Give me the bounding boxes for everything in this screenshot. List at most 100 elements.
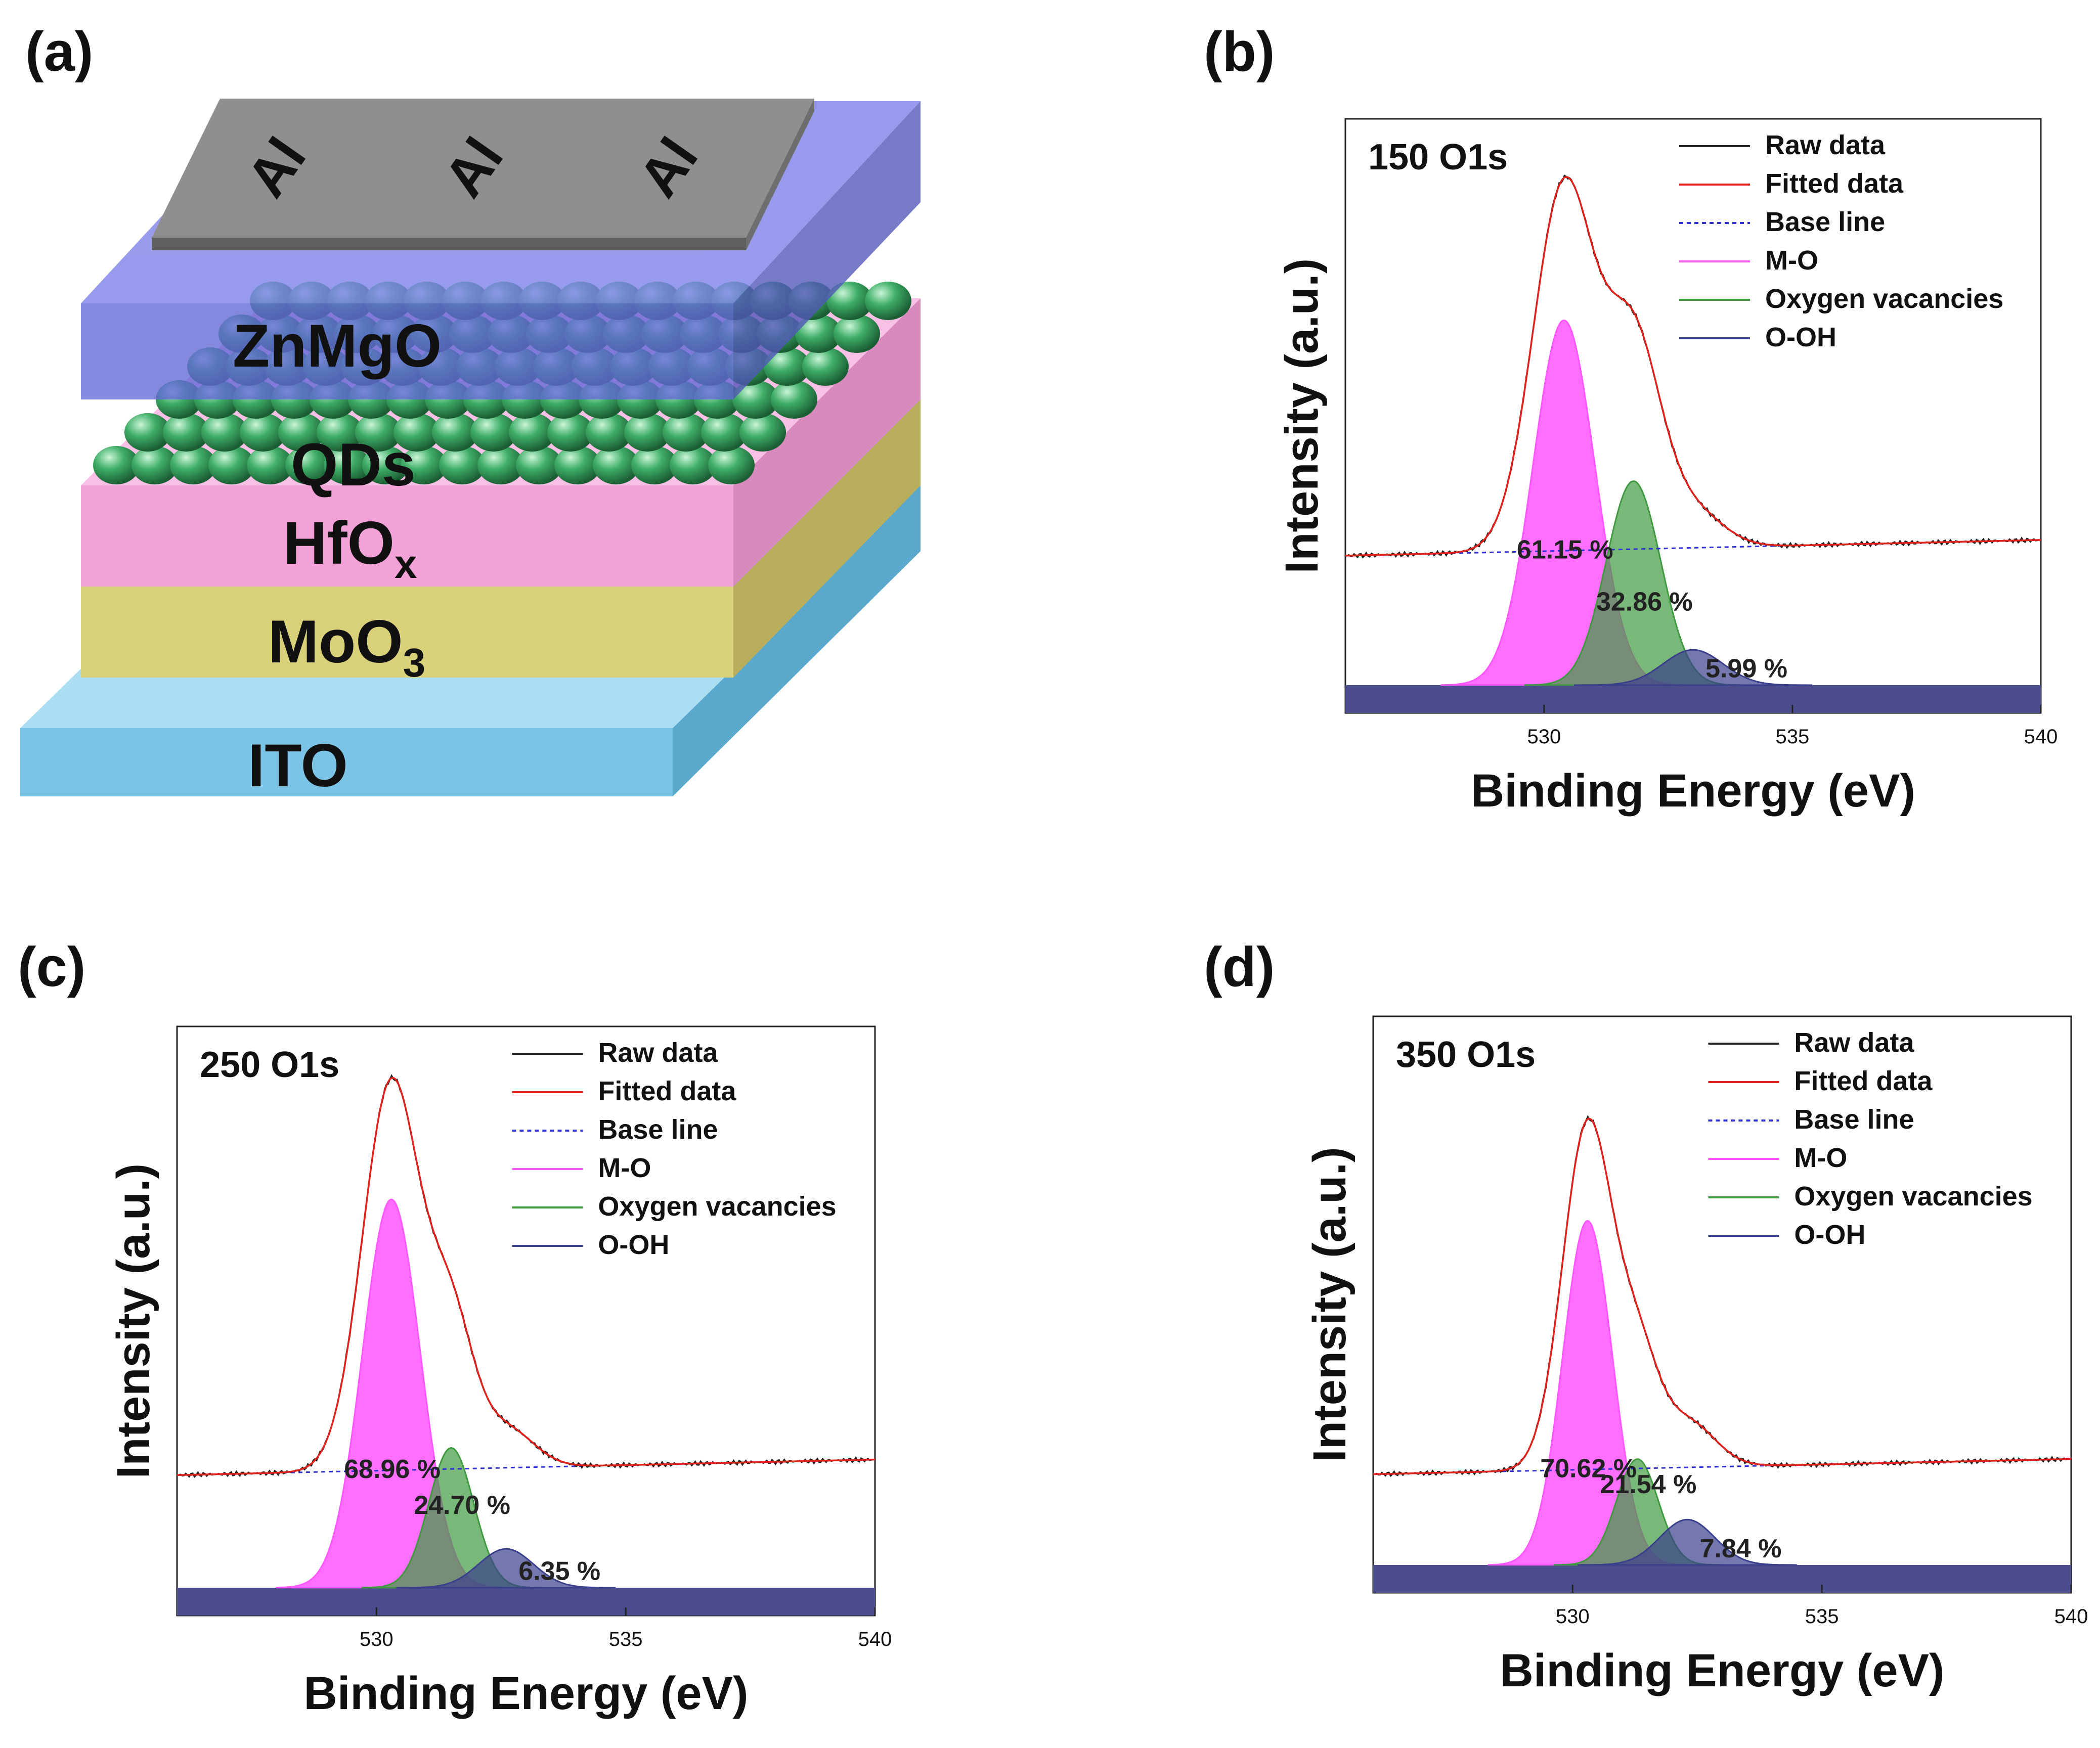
- hfox-main: HfO: [283, 509, 395, 577]
- y-axis-title: Intensity (a.u.): [1304, 1147, 1355, 1462]
- fitted-data-line: [1373, 1117, 2071, 1475]
- x-tick-label: 530: [1527, 726, 1561, 748]
- qd-sphere: [670, 446, 716, 484]
- qd-sphere: [324, 446, 370, 484]
- qd-sphere: [593, 446, 639, 484]
- legend-label: M-O: [1765, 245, 1818, 276]
- x-axis-title: Binding Energy (eV): [1471, 765, 1915, 817]
- chart-title: 150 O1s: [1368, 137, 1508, 177]
- moo3-subscript: 3: [403, 640, 426, 685]
- legend-label: Raw data: [1765, 130, 1886, 160]
- panel-label-d: (d): [1204, 936, 1275, 998]
- x-tick-label: 535: [1805, 1605, 1839, 1628]
- qd-sphere: [201, 413, 248, 452]
- qd-sphere: [163, 413, 209, 452]
- peak-percent-label: 68.96 %: [344, 1455, 441, 1484]
- legend-label: Fitted data: [598, 1076, 736, 1106]
- qd-sphere: [764, 347, 810, 386]
- plot-frame: [1372, 1015, 2072, 1594]
- panel-label-b: (b): [1204, 21, 1275, 83]
- plot-frame: [176, 1025, 876, 1617]
- qd-sphere: [477, 446, 524, 484]
- qd-sphere: [393, 413, 440, 452]
- qd-sphere: [124, 413, 171, 452]
- qd-sphere: [771, 380, 817, 419]
- panel-label-a: (a): [25, 21, 93, 83]
- qd-sphere: [516, 446, 562, 484]
- layer-label-qds: QDs: [291, 431, 416, 499]
- peak-percent-label: 7.84 %: [1700, 1534, 1782, 1563]
- legend-label: Base line: [1765, 207, 1885, 237]
- legend-label: M-O: [1794, 1143, 1847, 1173]
- plot-frame: [1344, 118, 2042, 714]
- hfox-subscript: x: [395, 542, 417, 587]
- qd-sphere: [240, 413, 286, 452]
- qd-sphere: [865, 282, 911, 320]
- qd-sphere: [554, 446, 601, 484]
- qd-sphere: [834, 315, 880, 353]
- y-axis-title: Intensity (a.u.): [1276, 258, 1328, 574]
- legend-label: Fitted data: [1794, 1066, 1933, 1096]
- legend-label: O-OH: [598, 1230, 669, 1260]
- x-tick-label: 540: [2054, 1605, 2088, 1628]
- qd-sphere: [362, 446, 409, 484]
- legend-label: M-O: [598, 1153, 651, 1183]
- raw-data-line: [1373, 1115, 2072, 1477]
- x-tick-label: 530: [1556, 1605, 1590, 1628]
- al-electrode-3: Al: [544, 99, 814, 250]
- xps-chart-150: 530 535 540 Binding Energy (eV) Intensity (a…: [1276, 118, 2058, 817]
- device-stack-diagram: ITO MoO3 HfOx QDs ZnMgO: [20, 99, 921, 799]
- x-axis-title: Binding Energy (eV): [1500, 1645, 1944, 1696]
- qd-sphere: [663, 413, 709, 452]
- qd-sphere: [708, 446, 755, 484]
- qd-sphere: [624, 413, 671, 452]
- qd-sphere: [509, 413, 555, 452]
- qd-sphere: [208, 446, 255, 484]
- legend-label: Fitted data: [1765, 168, 1904, 199]
- raw-data-line: [1345, 174, 2041, 559]
- baseline-line: [177, 1459, 876, 1476]
- peak-percent-label: 21.54 %: [1600, 1470, 1697, 1499]
- legend-label: Oxygen vacancies: [598, 1191, 836, 1222]
- qd-sphere: [278, 413, 325, 452]
- qd-sphere: [432, 413, 478, 452]
- qd-sphere: [586, 413, 632, 452]
- peak-percent-label: 6.35 %: [518, 1557, 600, 1586]
- x-axis-title: Binding Energy (eV): [303, 1668, 748, 1719]
- x-tick-label: 540: [2024, 726, 2058, 748]
- qd-sphere: [795, 315, 842, 353]
- x-tick-label: 535: [609, 1628, 643, 1650]
- y-axis-title: Intensity (a.u.): [108, 1163, 159, 1479]
- layer-label-moo3: MoO3: [268, 608, 425, 685]
- qd-sphere: [439, 446, 486, 484]
- legend-label: Raw data: [1794, 1027, 1914, 1058]
- qd-sphere: [470, 413, 517, 452]
- qd-sphere: [701, 413, 748, 452]
- o-oh-peak-area: [1573, 649, 1813, 686]
- layer-label-hfox: HfOx: [283, 509, 417, 587]
- x-tick-label: 535: [1776, 726, 1810, 748]
- qd-sphere: [285, 446, 332, 484]
- chart-title: 350 O1s: [1396, 1035, 1536, 1075]
- peak-percent-label: 5.99 %: [1705, 654, 1787, 683]
- qd-sphere: [247, 446, 293, 484]
- qd-sphere: [631, 446, 678, 484]
- panel-label-c: (c): [18, 936, 85, 998]
- o-oh-peak-area: [396, 1548, 616, 1589]
- x-tick-label: 530: [360, 1628, 393, 1650]
- fitted-data-line: [1345, 176, 2041, 557]
- qd-sphere: [132, 446, 178, 484]
- layer-label-ito: ITO: [248, 732, 348, 799]
- xps-chart-350: 530 535 540 Binding Energy (eV) Intensity (a…: [1304, 1015, 2088, 1696]
- legend-label: O-OH: [1765, 322, 1836, 352]
- qd-sphere: [93, 446, 140, 484]
- legend-label: O-OH: [1794, 1220, 1865, 1250]
- baseline-floor-band: [177, 1588, 875, 1616]
- qd-sphere: [739, 413, 786, 452]
- baseline-floor-band: [1373, 1565, 2071, 1593]
- o-oh-peak-area: [1578, 1518, 1797, 1566]
- qd-sphere: [170, 446, 216, 484]
- legend-label: Oxygen vacancies: [1794, 1181, 2032, 1212]
- legend-label: Raw data: [598, 1038, 718, 1068]
